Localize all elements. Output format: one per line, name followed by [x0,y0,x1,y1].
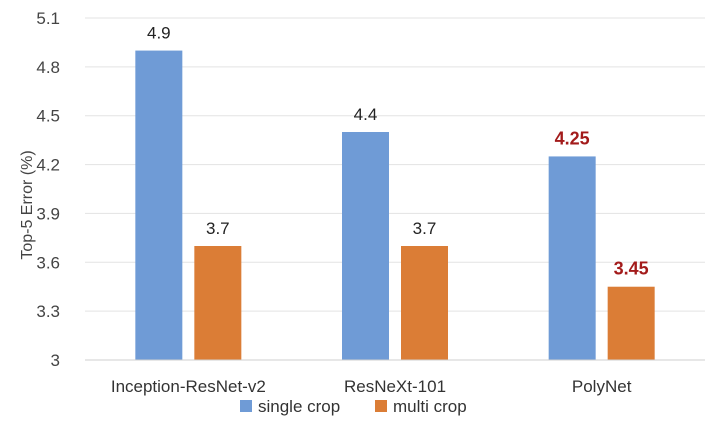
bar [194,246,242,360]
legend-label: single crop [258,397,340,416]
y-tick-label: 3 [51,351,60,370]
y-tick-label: 4.2 [36,156,60,175]
y-axis-ticks: 3 3.3 3.6 3.9 4.2 4.5 4.8 5.1 [36,9,60,370]
bar-value-label: 3.7 [413,219,437,238]
y-tick-label: 4.5 [36,107,60,126]
legend-label: multi crop [393,397,467,416]
bar [548,156,596,360]
y-axis-label: Top-5 Error (%) [19,150,36,259]
y-tick-label: 4.8 [36,58,60,77]
bar [401,246,448,360]
bars [135,50,655,360]
bar-value-label: 4.25 [555,128,590,148]
x-tick-label: Inception-ResNet-v2 [111,377,266,396]
bar [135,50,183,360]
bar-labels: 4.9 3.7 4.4 3.7 4.25 3.45 [147,24,649,279]
legend-swatch [375,400,387,412]
x-tick-label: PolyNet [572,377,632,396]
bar-value-label: 4.4 [354,105,378,124]
grid [85,17,705,312]
bar [607,286,655,360]
x-tick-label: ResNeXt-101 [344,377,446,396]
y-tick-label: 3.3 [36,302,60,321]
y-tick-label: 5.1 [36,9,60,28]
y-tick-label: 3.6 [36,253,60,272]
bar-value-label: 3.7 [206,219,230,238]
bar [342,132,389,360]
bar-value-label: 4.9 [147,24,171,43]
x-axis-ticks: Inception-ResNet-v2 ResNeXt-101 PolyNet [111,377,632,396]
y-tick-label: 3.9 [36,204,60,223]
legend-swatch [240,400,252,412]
bar-value-label: 3.45 [614,259,649,279]
legend: single crop multi crop [240,397,467,416]
